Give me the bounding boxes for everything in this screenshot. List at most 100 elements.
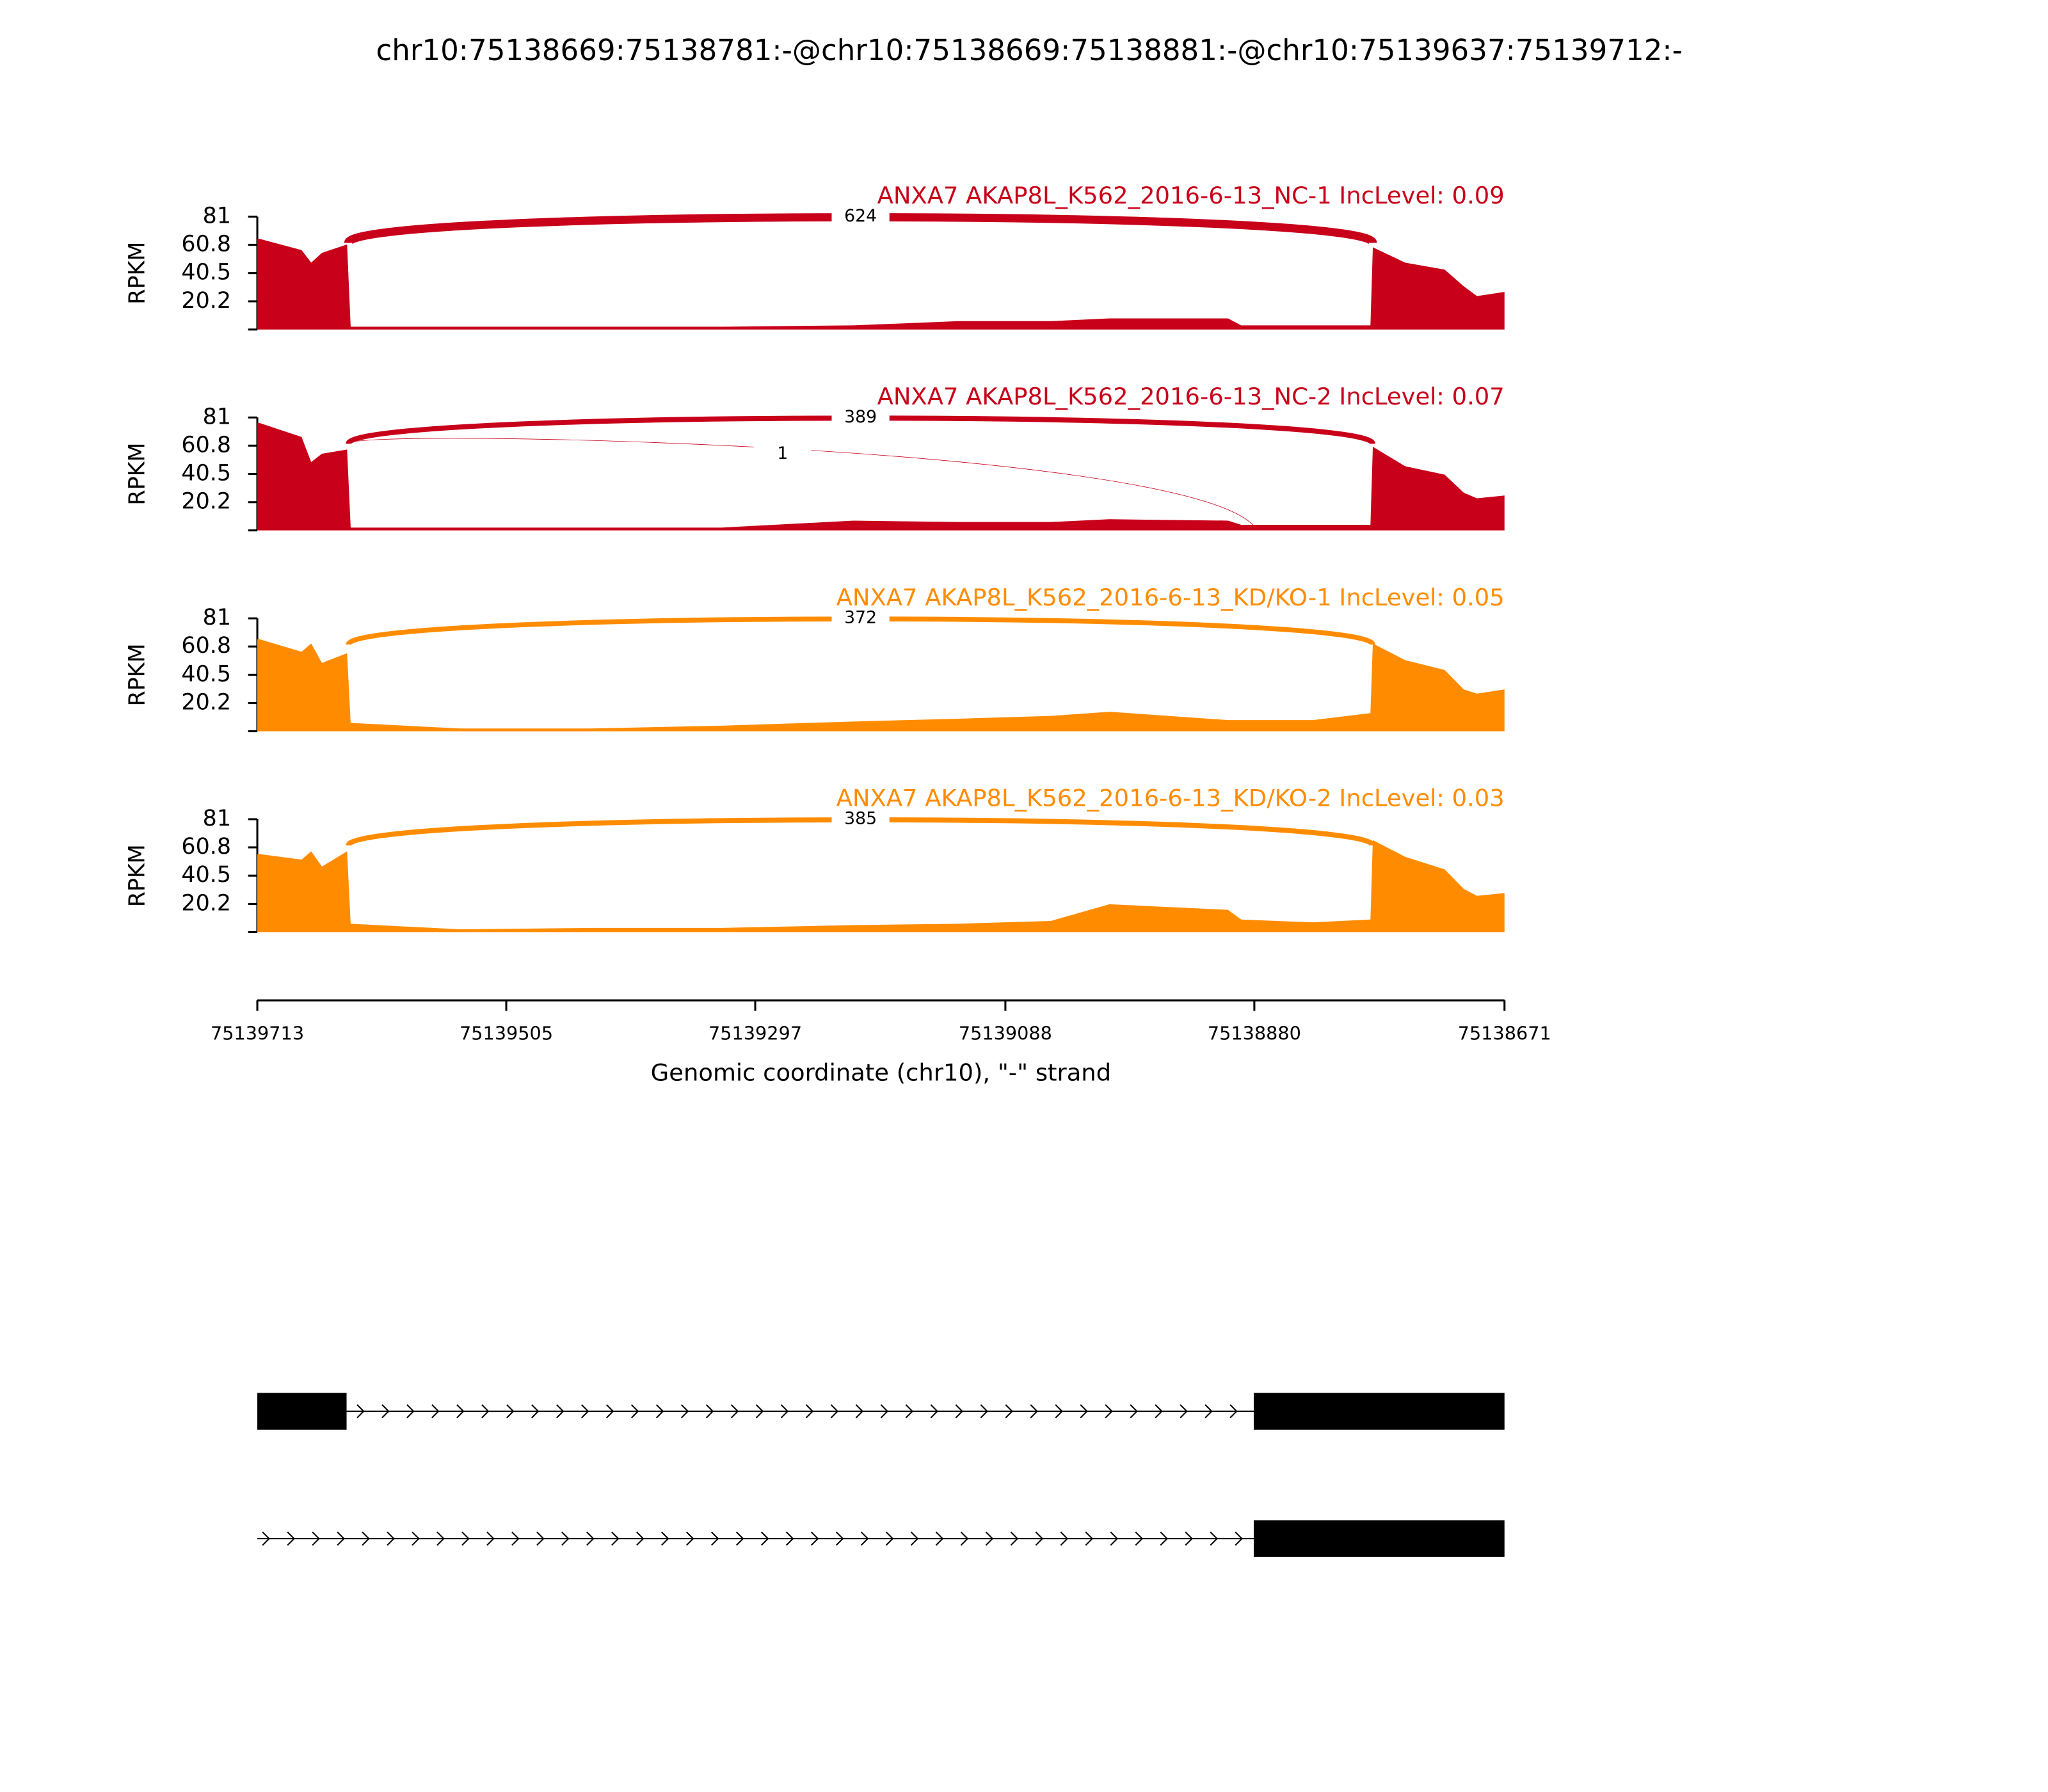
chevron: [705, 1404, 714, 1419]
junction-label: 372: [844, 608, 877, 628]
chevron: [930, 1404, 939, 1419]
junction-label-bg: [831, 206, 890, 227]
x-tick-label: 75138671: [1458, 1022, 1551, 1044]
chevron: [1030, 1404, 1038, 1419]
chevron: [680, 1404, 689, 1419]
coverage-area: [257, 840, 1505, 932]
y-tick-label: 40.5: [181, 260, 231, 285]
x-tick-label: 75139297: [708, 1022, 802, 1044]
panel-label: ANXA7 AKAP8L_K562_2016-6-13_NC-2 IncLeve…: [877, 383, 1505, 410]
y-tick-label: 60.8: [181, 231, 231, 257]
chevron: [586, 1532, 595, 1546]
junction-label: 1: [777, 444, 788, 463]
coverage-area: [257, 639, 1505, 732]
chevron: [1235, 1532, 1243, 1546]
y-tick-label: 60.8: [181, 432, 231, 458]
chevron: [536, 1532, 545, 1546]
chevron: [780, 1404, 789, 1419]
y-axis-label: RPKM: [124, 643, 150, 706]
exon: [1253, 1393, 1505, 1430]
y-tick-label: 60.8: [181, 633, 231, 659]
strand-arrows: [262, 1404, 1243, 1546]
chevron: [661, 1532, 669, 1546]
chevron: [561, 1532, 570, 1546]
y-tick-label: 20.2: [181, 489, 231, 515]
panel-label: ANXA7 AKAP8L_K562_2016-6-13_NC-1 IncLeve…: [877, 182, 1505, 209]
chevron: [486, 1532, 495, 1546]
chevron: [686, 1532, 694, 1546]
chevron: [1180, 1404, 1188, 1419]
chevron: [511, 1532, 520, 1546]
y-tick-label: 20.2: [181, 288, 231, 314]
chevron: [736, 1532, 744, 1546]
figure-title: chr10:75138669:75138781:-@chr10:75138669…: [376, 33, 1682, 67]
junction-label: 385: [844, 809, 877, 829]
chevron: [835, 1532, 844, 1546]
y-axis-label: RPKM: [124, 844, 150, 907]
y-tick-label: 60.8: [181, 834, 231, 860]
chevron: [362, 1532, 370, 1546]
y-tick-label: 81: [203, 605, 231, 630]
chevron: [1135, 1532, 1144, 1546]
junction-label-bg: [831, 406, 890, 428]
chevron: [1155, 1404, 1163, 1419]
chevron: [506, 1404, 515, 1419]
y-tick-label: 81: [203, 806, 231, 831]
x-tick-label: 75139088: [959, 1022, 1052, 1044]
chevron: [1130, 1404, 1138, 1419]
chevron: [905, 1404, 914, 1419]
chevron: [580, 1404, 589, 1419]
chevron: [1185, 1532, 1194, 1546]
chevron: [1110, 1532, 1119, 1546]
y-tick-label: 81: [203, 203, 231, 228]
chevron: [337, 1532, 345, 1546]
chevron: [855, 1404, 864, 1419]
x-tick-label: 75138880: [1208, 1022, 1301, 1044]
chevron: [556, 1404, 564, 1419]
chevron: [381, 1404, 390, 1419]
chevron: [611, 1532, 620, 1546]
chevron: [980, 1404, 989, 1419]
y-tick-label: 81: [203, 404, 231, 429]
y-tick-label: 20.2: [181, 890, 231, 916]
chevron: [955, 1404, 964, 1419]
chevron: [356, 1404, 365, 1419]
panel-label: ANXA7 AKAP8L_K562_2016-6-13_KD/KO-2 IncL…: [836, 785, 1505, 812]
chevron: [1085, 1532, 1094, 1546]
chevron: [456, 1404, 465, 1419]
chevron: [805, 1404, 814, 1419]
chevron: [730, 1404, 739, 1419]
chevron: [406, 1404, 415, 1419]
exon: [257, 1393, 347, 1430]
chevron: [1005, 1404, 1013, 1419]
panel-label: ANXA7 AKAP8L_K562_2016-6-13_KD/KO-1 IncL…: [836, 584, 1505, 611]
y-tick-label: 40.5: [181, 661, 231, 687]
junction-label: 389: [844, 407, 877, 427]
chevron: [630, 1404, 639, 1419]
chevron: [860, 1532, 869, 1546]
chevron: [312, 1532, 320, 1546]
junction-label-bg: [831, 607, 890, 629]
chevron: [885, 1532, 894, 1546]
coverage-area: [257, 239, 1505, 330]
chevron: [262, 1532, 270, 1546]
y-axis-label: RPKM: [124, 442, 150, 505]
chevron: [761, 1532, 769, 1546]
chevron: [287, 1532, 295, 1546]
chevron: [1105, 1404, 1113, 1419]
chevron: [481, 1404, 490, 1419]
chevron: [910, 1532, 919, 1546]
chevron: [1204, 1404, 1213, 1419]
chevron: [1055, 1404, 1063, 1419]
y-axis-label: RPKM: [124, 242, 150, 305]
x-tick-label: 75139505: [460, 1022, 553, 1044]
chevron: [636, 1532, 644, 1546]
chevron: [755, 1404, 764, 1419]
exon: [1253, 1520, 1505, 1557]
y-tick-label: 40.5: [181, 461, 231, 486]
coverage-area: [257, 423, 1505, 531]
x-tick-label: 75139713: [211, 1022, 304, 1044]
chevron: [1060, 1532, 1069, 1546]
chevron: [531, 1404, 540, 1419]
